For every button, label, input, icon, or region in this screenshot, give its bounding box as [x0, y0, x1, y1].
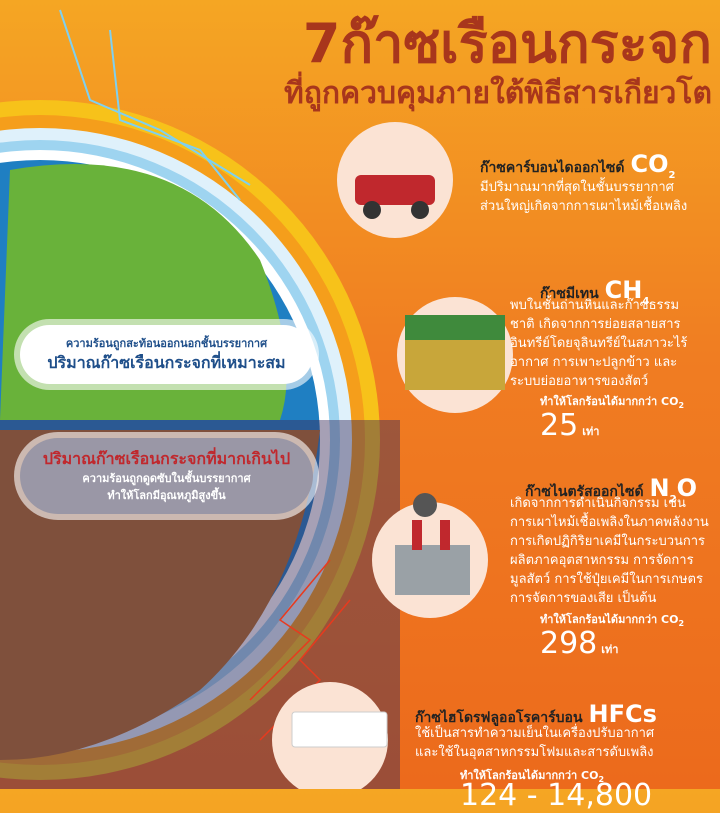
gas-formula: CO2 — [631, 150, 676, 178]
potency-sub: 2 — [678, 619, 684, 628]
desc-line: มีปริมาณมากที่สุดในชั้นบรรยากาศ — [480, 178, 687, 197]
desc-line: อินทรีย์โดยจุลินทรีย์ในสภาวะไร้ — [510, 334, 687, 353]
desc-line: ชาติ เกิดจากการย่อยสลายสาร — [510, 315, 687, 334]
cloud-text: ความร้อนถูกสะท้อนออกนอกชั้นบรรยากาศ — [24, 335, 309, 352]
potency-value: 25 เท่า — [540, 408, 599, 443]
value: 124 - 14,800 — [460, 778, 652, 813]
desc-line: พบในชั้นถ่านหินและก๊าซธรรม — [510, 296, 687, 315]
potency-text: ทำให้โลกร้อนได้มากกว่า CO — [540, 613, 678, 626]
gas-description: มีปริมาณมากที่สุดในชั้นบรรยากาศส่วนใหญ่เ… — [480, 178, 687, 216]
cloud-text: ความร้อนถูกดูดซับในชั้นบรรยากาศ — [24, 470, 309, 487]
value: 298 — [540, 626, 597, 661]
page: 7ก๊าซเรือนกระจก ที่ถูกควบคุมภายใต้พิธีสา… — [0, 0, 720, 789]
gas-description: ใช้เป็นสารทำความเย็นในเครื่องปรับอากาศแล… — [415, 724, 654, 762]
unit: เท่า — [582, 425, 599, 438]
cloud-text: ทำให้โลกมีอุณหภูมิสูงขึ้น — [24, 487, 309, 504]
subtitle: ที่ถูกควบคุมภายใต้พิธีสารเกียวโต — [284, 70, 712, 117]
gas-name: ก๊าซคาร์บอนไดออกไซด์ — [480, 160, 625, 176]
desc-line: เกิดจากการดำเนินกิจกรรม เช่น — [510, 494, 709, 513]
unit: เท่า — [601, 643, 618, 656]
gas-description: เกิดจากการดำเนินกิจกรรม เช่นการเผาไหม้เช… — [510, 494, 709, 608]
desc-line: การจัดการของเสีย เป็นต้น — [510, 589, 709, 608]
desc-line: ใช้เป็นสารทำความเย็นในเครื่องปรับอากาศ — [415, 724, 654, 743]
cloud: ความร้อนถูกสะท้อนออกนอกชั้นบรรยากาศปริมา… — [20, 325, 313, 384]
potency-value: 124 - 14,800 — [460, 778, 652, 813]
potency-value: 298 เท่า — [540, 626, 618, 661]
gas-heading: ก๊าซคาร์บอนไดออกไซด์ CO2 — [480, 150, 676, 181]
value: 25 — [540, 408, 578, 443]
desc-line: การเผาไหม้เชื้อเพลิงในภาคพลังงาน — [510, 513, 709, 532]
desc-line: การเกิดปฏิกิริยาเคมีในกระบวนการ — [510, 532, 709, 551]
potency-sub: 2 — [678, 401, 684, 410]
desc-line: มูลสัตว์ การใช้ปุ๋ยเคมีในการเกษตร — [510, 570, 709, 589]
desc-line: ผลิตภาคอุตสาหกรรม การจัดการ — [510, 551, 709, 570]
desc-line: ระบบย่อยอาหารของสัตว์ — [510, 372, 687, 391]
cloud-text: ปริมาณก๊าซเรือนกระจกที่เหมาะสม — [24, 352, 309, 374]
desc-line: และใช้ในอุตสาหกรรมโฟมและสารดับเพลิง — [415, 743, 654, 762]
gas-description: พบในชั้นถ่านหินและก๊าซธรรมชาติ เกิดจากกา… — [510, 296, 687, 391]
cloud: ปริมาณก๊าซเรือนกระจกที่มากเกินไปความร้อน… — [20, 438, 313, 514]
formula: CO — [631, 150, 669, 178]
desc-line: อากาศ การเพาะปลูกข้าว และ — [510, 353, 687, 372]
cloud-text: ปริมาณก๊าซเรือนกระจกที่มากเกินไป — [24, 448, 309, 470]
desc-line: ส่วนใหญ่เกิดจากการเผาไหม้เชื้อเพลิง — [480, 197, 687, 216]
potency-text: ทำให้โลกร้อนได้มากกว่า CO — [540, 395, 678, 408]
